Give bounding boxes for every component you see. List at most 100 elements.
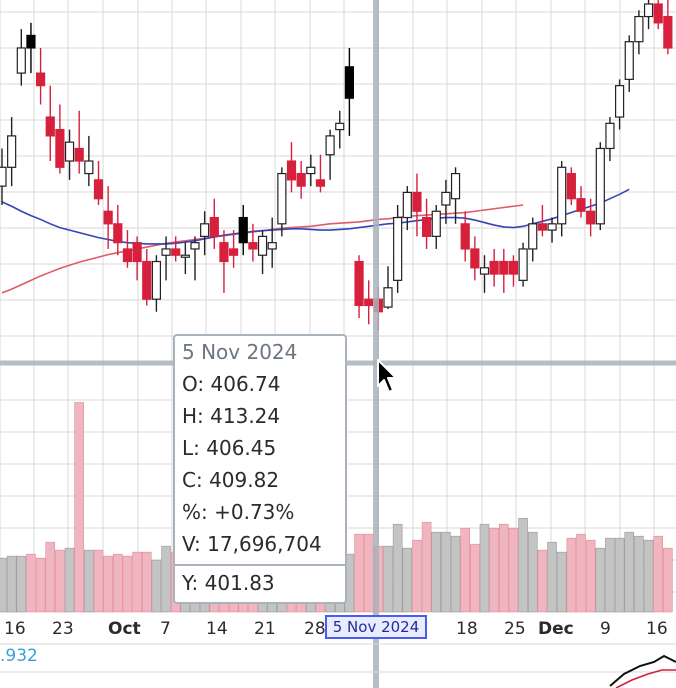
- candle-body: [460, 223, 470, 250]
- candle-body: [306, 166, 316, 175]
- oscillator-panel: [0, 643, 676, 688]
- volume-bar: [132, 551, 142, 613]
- volume-bar: [402, 547, 413, 613]
- candle-body: [508, 260, 519, 275]
- candle-body: [344, 66, 354, 99]
- candle-body: [84, 160, 94, 175]
- volume-bar: [605, 537, 615, 613]
- candle-body: [518, 248, 528, 281]
- volume-bar: [576, 533, 586, 613]
- candle-body: [315, 179, 326, 187]
- candle-body: [364, 298, 374, 307]
- x-tick-label: 18: [456, 619, 478, 639]
- candle-body: [412, 191, 422, 212]
- candle-body: [74, 147, 84, 162]
- candle-body: [489, 260, 499, 275]
- volume-bar: [74, 402, 84, 613]
- candle-body: [219, 242, 229, 263]
- candle-body: [296, 172, 306, 187]
- oscillator-signal-line: [615, 669, 676, 688]
- candle-body: [335, 122, 345, 131]
- mouse-pointer-icon: [377, 359, 397, 393]
- candle-body: [402, 191, 412, 219]
- volume-bar: [518, 517, 528, 613]
- candle-body: [422, 216, 432, 237]
- x-tick-label: Oct: [108, 619, 141, 639]
- volume-bar: [421, 521, 432, 613]
- candle-body: [122, 248, 133, 263]
- tooltip-separator: [175, 564, 345, 566]
- candle-body: [479, 267, 490, 275]
- volume-bar: [103, 555, 113, 613]
- tooltip-close: C: 409.82: [182, 468, 279, 492]
- candle-body: [586, 210, 596, 225]
- tooltip-high: H: 413.24: [182, 404, 280, 428]
- candle-body: [653, 3, 663, 24]
- x-axis-ticks: 16 23 Oct 7 14 21 28 18 25 Dec 9 16: [4, 619, 668, 639]
- candle-body: [325, 135, 335, 156]
- candle-body: [257, 235, 268, 256]
- candle-body: [180, 254, 190, 258]
- volume-bar: [556, 551, 567, 613]
- volume-bar: [161, 545, 171, 613]
- candle-body: [595, 147, 605, 225]
- candle-body: [605, 122, 615, 150]
- volume-bar: [354, 533, 364, 613]
- tooltip-y: Y: 401.83: [182, 571, 275, 595]
- tooltip-open-label: O:: [182, 372, 205, 396]
- volume-bar: [547, 541, 557, 613]
- volume-bar: [363, 533, 374, 613]
- tooltip-y-label: Y:: [182, 571, 199, 595]
- candle-body: [55, 129, 65, 168]
- volume-bar: [585, 539, 596, 613]
- candle-body: [35, 72, 46, 87]
- candle-body: [209, 216, 219, 237]
- candle-body: [267, 242, 277, 250]
- candle-body: [0, 166, 7, 187]
- x-tick-label: 28: [304, 619, 326, 639]
- candle-body: [132, 242, 142, 263]
- candle-body: [537, 223, 548, 231]
- volume-bar: [479, 523, 490, 613]
- candle-body: [26, 34, 36, 49]
- volume-bar: [26, 553, 36, 613]
- candle-body: [16, 47, 26, 74]
- volume-bar: [470, 543, 480, 613]
- volume-bar: [16, 555, 27, 613]
- volume-bar: [460, 527, 471, 613]
- candle-body: [248, 242, 258, 250]
- volume-bar: [412, 539, 422, 613]
- volume-bar: [122, 555, 133, 613]
- candle-body: [354, 260, 364, 307]
- candle-body: [238, 216, 248, 244]
- tooltip-volume-value: 17,696,704: [207, 532, 322, 556]
- tooltip-y-value: 401.83: [204, 571, 275, 595]
- candle-body: [441, 191, 451, 206]
- volume-bar: [84, 549, 94, 613]
- candle-body: [547, 223, 557, 231]
- candle-body: [161, 248, 171, 256]
- x-tick-label: 16: [4, 619, 26, 639]
- candle-body: [151, 260, 161, 300]
- tooltip-percent-value: +0.73%: [214, 500, 295, 524]
- candle-body: [643, 3, 654, 18]
- volume-bar: [0, 557, 7, 613]
- x-tick-label: 7: [160, 619, 171, 639]
- candle-body: [528, 223, 538, 250]
- candle-body: [64, 141, 75, 162]
- crosshair-date-badge: 5 Nov 2024: [325, 615, 427, 639]
- tooltip-date: 5 Nov 2024: [182, 340, 298, 364]
- x-tick-label: 14: [206, 619, 228, 639]
- candle-body: [450, 172, 461, 200]
- volume-bar: [441, 531, 451, 613]
- tooltip-volume: V: 17,696,704: [182, 532, 322, 556]
- tooltip-open: O: 406.74: [182, 372, 280, 396]
- volume-bar: [64, 547, 75, 613]
- tooltip-volume-label: V:: [182, 532, 201, 556]
- chart-grid: [0, 0, 676, 612]
- candle-body: [557, 166, 567, 225]
- candle-body: [113, 223, 123, 244]
- ohlc-tooltip: 5 Nov 2024 O: 406.74 H: 413.24 L: 406.45…: [173, 334, 347, 604]
- candle-body: [566, 172, 576, 200]
